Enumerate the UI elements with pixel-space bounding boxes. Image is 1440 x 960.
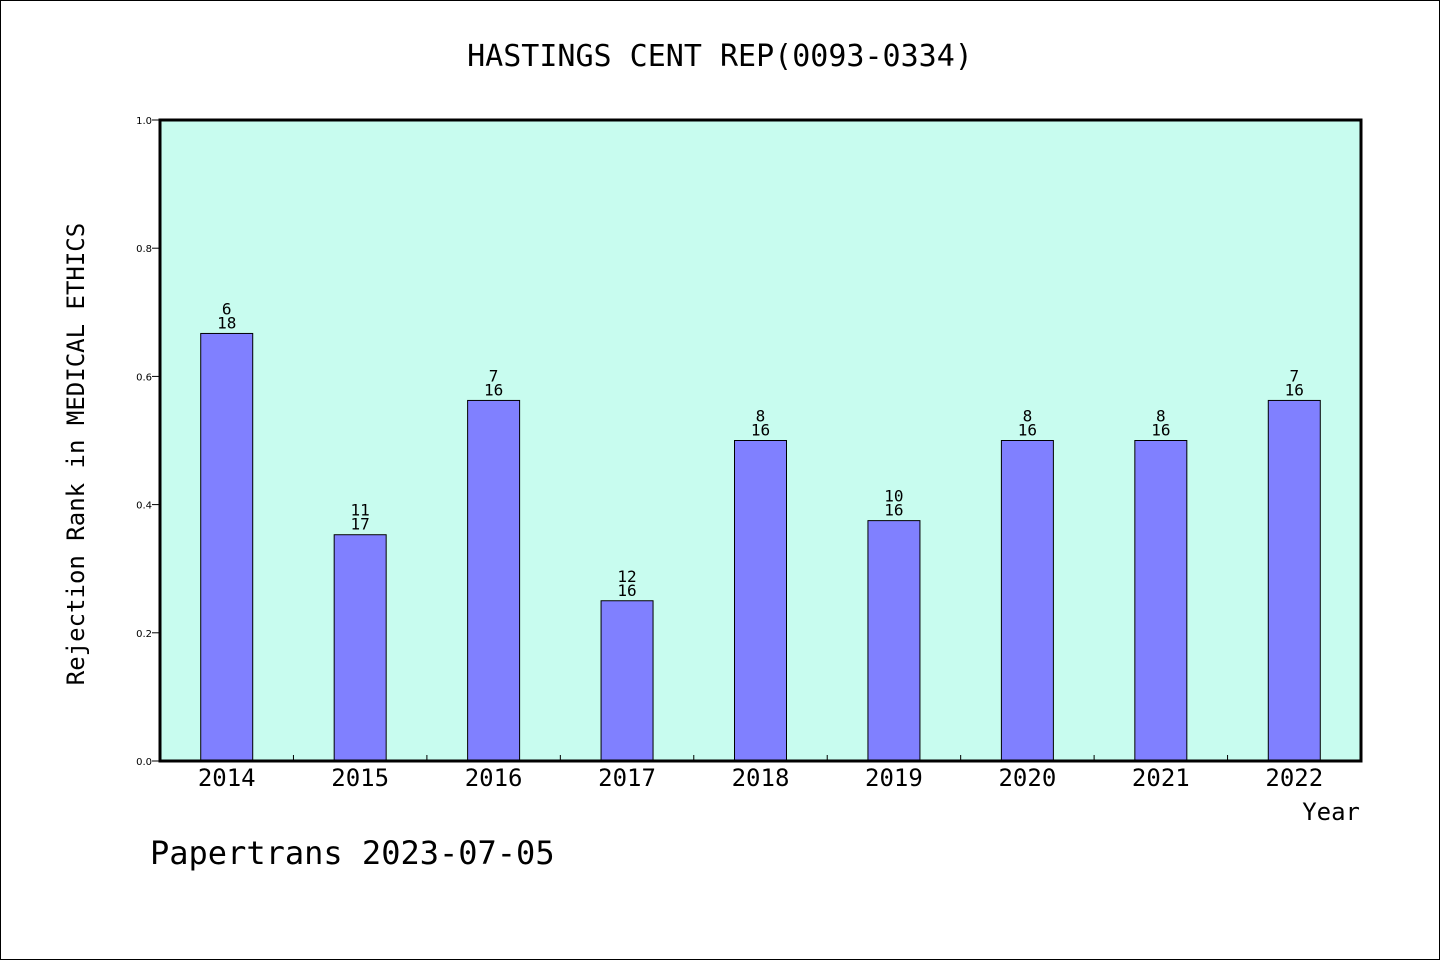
y-tick-label: 0.2 bbox=[136, 629, 152, 640]
bar-total-label: 16 bbox=[1151, 421, 1170, 440]
y-axis-label: Rejection Rank in MEDICAL ETHICS bbox=[62, 223, 90, 685]
plot-border bbox=[158, 118, 1363, 763]
bar-total-label: 16 bbox=[1018, 421, 1037, 440]
bar-rank-label: 7 bbox=[1289, 366, 1299, 385]
y-tick-label: 1.0 bbox=[136, 116, 152, 127]
bar bbox=[1134, 440, 1188, 762]
x-tick-label: 2017 bbox=[598, 764, 656, 792]
bars bbox=[200, 332, 1321, 762]
x-tick-label: 2022 bbox=[1265, 764, 1323, 792]
bar bbox=[1000, 440, 1054, 762]
bar-total-label: 16 bbox=[617, 581, 636, 600]
bar-total-label: 16 bbox=[884, 501, 903, 520]
bar-total-label: 17 bbox=[351, 515, 370, 534]
x-tick-label: 2018 bbox=[732, 764, 790, 792]
x-tick-label: 2014 bbox=[198, 764, 256, 792]
y-axis: 0.0 0.2 0.4 0.6 0.8 1.0 bbox=[136, 116, 160, 768]
x-tick-label: 2019 bbox=[865, 764, 923, 792]
bar-rank-label: 10 bbox=[884, 487, 903, 506]
bar bbox=[867, 520, 921, 762]
bar-rank-label: 6 bbox=[222, 299, 232, 318]
chart-title: HASTINGS CENT REP(0093-0334) bbox=[467, 39, 973, 74]
bar-total-label: 18 bbox=[217, 313, 236, 332]
bar-rank-label: 8 bbox=[1023, 407, 1033, 426]
bar-rank-label: 8 bbox=[756, 407, 766, 426]
bar bbox=[333, 534, 387, 762]
y-tick-label: 0.4 bbox=[136, 501, 152, 512]
bar bbox=[467, 399, 521, 762]
bar-rank-label: 12 bbox=[617, 567, 636, 586]
bar bbox=[600, 600, 654, 762]
bar-total-label: 16 bbox=[751, 421, 770, 440]
bar bbox=[1267, 399, 1321, 762]
x-tick-label: 2016 bbox=[465, 764, 523, 792]
bar-rank-label: 11 bbox=[351, 501, 370, 520]
y-tick-label: 0.8 bbox=[136, 244, 152, 255]
x-tick-label: 2021 bbox=[1132, 764, 1190, 792]
y-tick-label: 0.6 bbox=[136, 372, 152, 383]
bar bbox=[200, 332, 254, 762]
x-tick-label: 2015 bbox=[331, 764, 389, 792]
x-axis-label: Year bbox=[1302, 798, 1360, 826]
y-tick-label: 0.0 bbox=[136, 757, 152, 768]
bar-rank-label: 7 bbox=[489, 366, 499, 385]
bar-rank-label: 8 bbox=[1156, 407, 1166, 426]
bar bbox=[734, 440, 787, 762]
x-axis: 2014 2015 2016 2017 2018 2019 2020 2021 2022 bbox=[198, 755, 1323, 792]
bar-total-label: 16 bbox=[1285, 380, 1304, 399]
bar-total-label: 16 bbox=[484, 380, 503, 399]
x-tick-label: 2020 bbox=[998, 764, 1056, 792]
footer-credit: Papertrans 2023-07-05 bbox=[150, 834, 555, 872]
